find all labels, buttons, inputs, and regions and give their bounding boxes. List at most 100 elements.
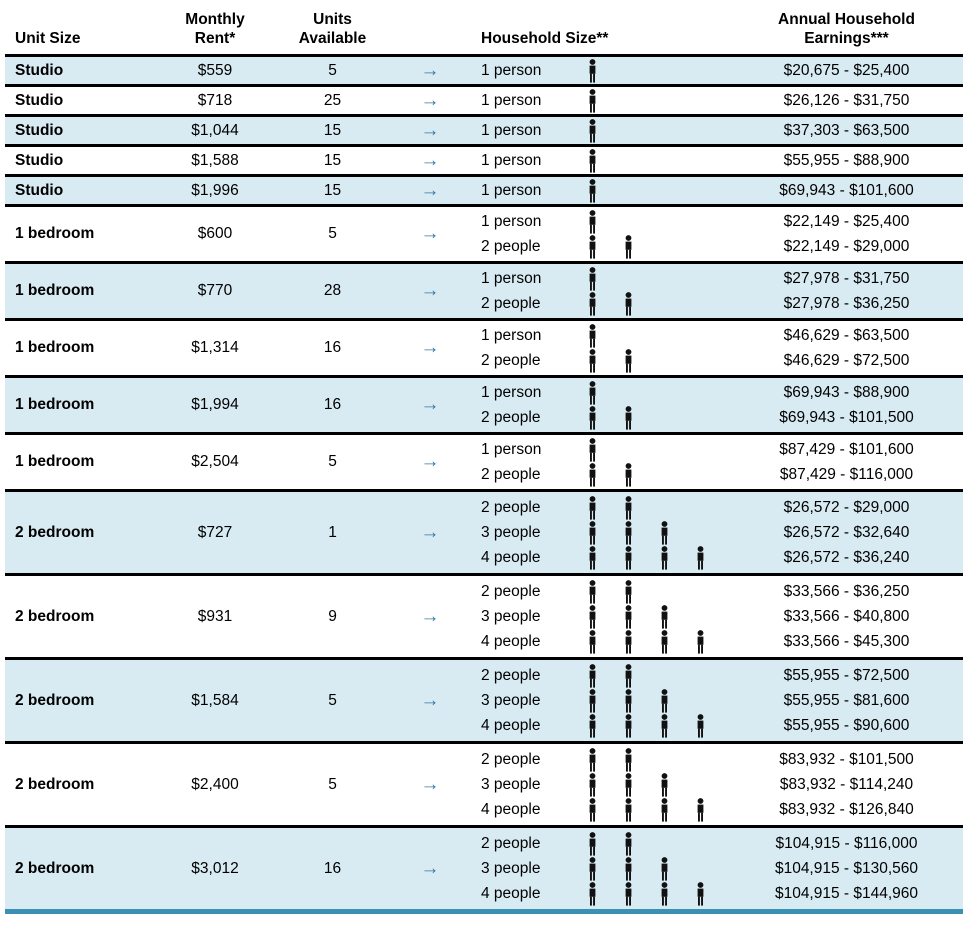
header-earnings-line2: Earnings*** [804,30,889,47]
household-size-cell: 1 person 2 people [465,380,580,430]
earnings-range: $104,915 - $144,960 [774,884,919,902]
units-available-cell: 5 [328,453,337,470]
earnings-range: $87,429 - $101,600 [779,440,914,458]
monthly-rent-cell: $1,584 [191,691,239,709]
unit-size-cell: 1 bedroom [15,453,95,470]
household-size-label: 3 people [481,691,541,709]
person-icon [586,148,622,173]
person-icon [622,688,658,713]
units-available-cell: 16 [323,339,342,356]
earnings-cell: $46,629 - $63,500 $46,629 - $72,500 [730,323,963,373]
person-icons-row [580,629,730,654]
person-icon [586,688,622,713]
person-icon [586,713,622,738]
person-icons-row [580,545,730,570]
person-icons-row [580,663,730,688]
earnings-range: $104,915 - $116,000 [775,834,918,852]
earnings-cell: $83,932 - $101,500 $83,932 - $114,240 $83,… [730,747,963,822]
household-size-label: 1 person [481,151,542,169]
earnings-cell: $27,978 - $31,750 $27,978 - $36,250 [730,266,963,316]
person-icon [658,604,694,629]
person-icon [658,688,694,713]
arrow-icon: → [420,89,440,111]
household-icons-cell [580,437,730,487]
household-size-cell: 1 person 2 people [465,437,580,487]
person-icons-row [580,831,730,856]
earnings-cell: $26,126 - $31,750 [730,88,963,113]
earnings-range: $27,978 - $31,750 [783,269,910,287]
arrow-icon: → [420,394,440,415]
arrow-icon: → [420,857,440,879]
household-size-label: 2 people [481,351,541,369]
person-icons-row [580,797,730,822]
household-size-cell: 1 person [465,58,580,83]
units-available-cell: 28 [323,282,342,299]
person-icons-row [580,88,730,113]
household-icons-cell [580,178,730,203]
household-size-label: 2 people [481,237,541,255]
monthly-rent-cell: $727 [197,523,233,541]
person-icon [658,856,694,881]
monthly-rent-cell: $1,588 [191,151,239,169]
units-available-cell: 5 [328,225,337,242]
earnings-range: $33,566 - $36,250 [783,582,910,600]
header-household-size: Household Size** [481,30,609,47]
monthly-rent-cell: $931 [197,607,233,625]
person-icon [694,545,730,570]
person-icon [658,629,694,654]
earnings-range: $26,126 - $31,750 [783,91,910,109]
person-icon [622,831,658,856]
person-icons-row [580,209,730,234]
person-icon [586,831,622,856]
arrow-icon: → [420,223,440,244]
household-size-label: 1 person [481,181,542,199]
person-icon [586,209,622,234]
unit-size-cell: Studio [15,121,64,139]
person-icon [658,772,694,797]
person-icon [622,545,658,570]
person-icon [622,663,658,688]
table-row: 2 bedroom $2,400 5 → 2 people 3 people 4 p… [5,741,963,825]
earnings-range: $69,943 - $88,900 [783,383,910,401]
person-icon [586,520,622,545]
monthly-rent-cell: $3,012 [191,859,239,877]
household-size-label: 1 person [481,91,542,109]
person-icon [658,545,694,570]
unit-size-cell: 1 bedroom [15,282,95,299]
person-icon [586,405,622,430]
person-icon [658,713,694,738]
person-icon [586,348,622,373]
household-size-label: 2 people [481,465,541,483]
earnings-range: $22,149 - $25,400 [783,212,910,230]
units-available-cell: 15 [323,151,342,169]
table-row: Studio $718 25 → 1 person $26,126 - $31,… [5,84,963,114]
person-icons-row [580,148,730,173]
person-icons-row [580,688,730,713]
header-unit-size: Unit Size [15,30,81,47]
units-available-cell: 16 [323,859,342,877]
person-icons-row [580,462,730,487]
earnings-cell: $69,943 - $101,600 [730,178,963,203]
units-available-cell: 25 [323,91,342,109]
person-icon [586,579,622,604]
household-size-cell: 2 people 3 people 4 people [465,579,580,654]
unit-size-cell: 2 bedroom [15,775,95,793]
person-icons-row [580,380,730,405]
table-row: 2 bedroom $3,012 16 → 2 people 3 people 4 … [5,825,963,909]
person-icons-row [580,881,730,906]
household-size-label: 2 people [481,498,541,516]
household-icons-cell [580,209,730,259]
units-available-cell: 5 [328,691,337,709]
person-icon [586,663,622,688]
unit-size-cell: Studio [15,151,64,169]
table-row: 2 bedroom $727 1 → 2 people 3 people 4 peo… [5,489,963,573]
household-size-label: 3 people [481,775,541,793]
table-row: 1 bedroom $1,314 16 → 1 person 2 people $… [5,318,963,375]
household-size-label: 4 people [481,632,541,650]
person-icon [586,234,622,259]
person-icon [586,462,622,487]
arrow-icon: → [420,280,440,301]
earnings-range: $27,978 - $36,250 [783,294,910,312]
earnings-cell: $69,943 - $88,900 $69,943 - $101,500 [730,380,963,430]
person-icon [694,797,730,822]
